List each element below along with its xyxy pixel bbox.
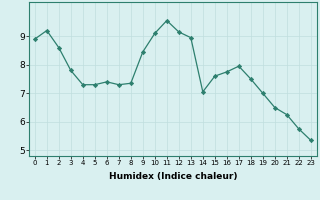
X-axis label: Humidex (Indice chaleur): Humidex (Indice chaleur) <box>108 172 237 181</box>
